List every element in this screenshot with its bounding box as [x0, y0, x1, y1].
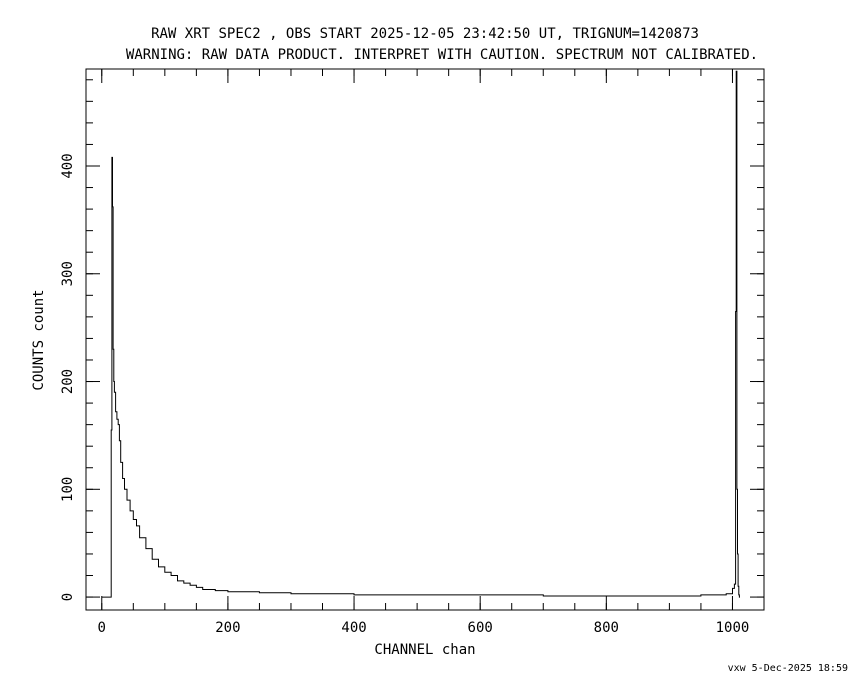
- x-tick-label: 600: [468, 620, 493, 636]
- y-tick-label: 100: [60, 477, 76, 502]
- x-tick-label: 400: [341, 620, 366, 636]
- y-tick-label: 300: [60, 261, 76, 286]
- footer-timestamp: vxw 5-Dec-2025 18:59: [728, 663, 848, 674]
- y-tick-label: 200: [60, 369, 76, 394]
- y-tick-label: 0: [60, 593, 76, 601]
- plot-frame: [85, 68, 765, 611]
- x-tick-label: 200: [215, 620, 240, 636]
- x-tick-label: 1000: [716, 620, 750, 636]
- spectrum-series-line: [101, 70, 740, 598]
- x-tick-label: 800: [594, 620, 619, 636]
- chart-subtitle: WARNING: RAW DATA PRODUCT. INTERPRET WIT…: [126, 47, 758, 63]
- axis-ticks: [86, 69, 765, 610]
- y-tick-label: 400: [60, 153, 76, 178]
- x-axis-label: CHANNEL chan: [374, 642, 475, 658]
- y-axis-label: COUNTS count: [31, 289, 47, 390]
- x-tick-label: 0: [98, 620, 106, 636]
- axis-tick-labels: 0 200 400 600 800 1000 0 100 200 300 400: [60, 153, 749, 636]
- chart-title: RAW XRT SPEC2 , OBS START 2025-12-05 23:…: [151, 26, 699, 42]
